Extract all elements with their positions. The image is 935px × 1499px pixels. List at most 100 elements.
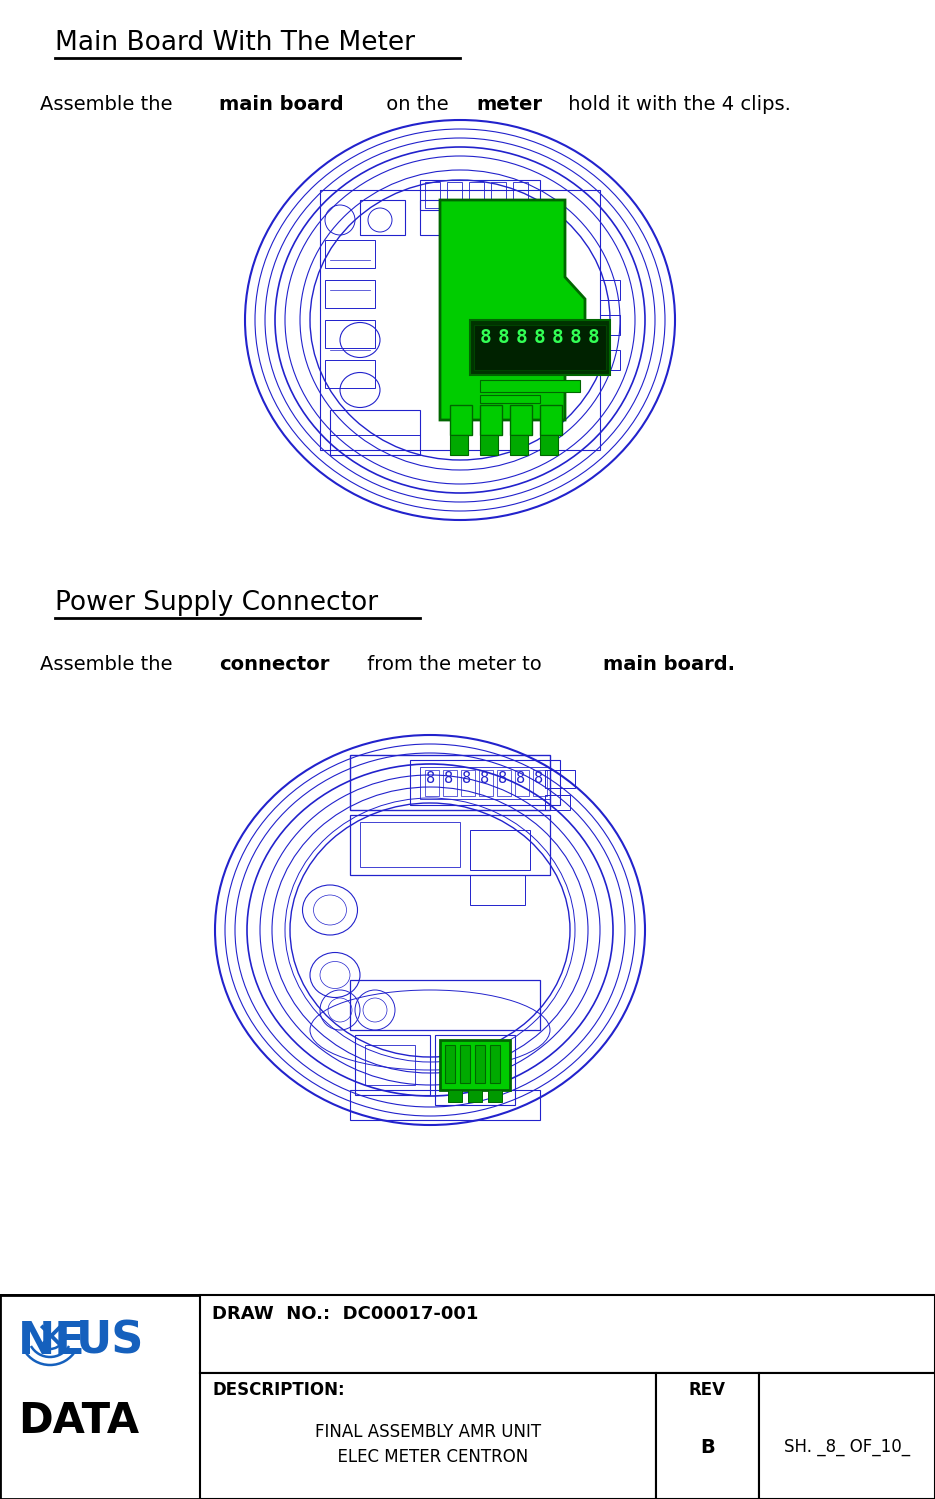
Bar	[0, 1295, 935, 1499]
Text: on the: on the	[380, 94, 454, 114]
Bar	[200, 1295, 935, 1373]
Text: REV: REV	[689, 1381, 726, 1399]
Bar	[460, 1045, 470, 1082]
Polygon shape	[440, 199, 585, 420]
Text: main board.: main board.	[603, 655, 735, 675]
Bar	[200, 1373, 655, 1499]
Text: 8: 8	[516, 328, 527, 346]
Bar	[420, 180, 540, 210]
Text: SH. _8_ OF_10_: SH. _8_ OF_10_	[784, 1438, 910, 1456]
Bar	[470, 830, 530, 869]
Text: 8: 8	[570, 328, 582, 346]
Bar	[480, 405, 502, 435]
Bar	[420, 767, 550, 799]
Bar	[425, 770, 439, 796]
Bar	[600, 315, 620, 334]
Text: from the meter to: from the meter to	[362, 655, 549, 675]
Text: 8: 8	[534, 770, 543, 785]
Bar	[545, 794, 570, 809]
Bar	[435, 1034, 515, 1105]
Bar	[480, 199, 525, 235]
Bar	[474, 325, 606, 370]
Bar	[480, 435, 498, 456]
Bar	[325, 240, 375, 268]
Bar	[320, 190, 600, 450]
Bar	[510, 435, 528, 456]
Bar	[513, 181, 528, 208]
Text: NE: NE	[18, 1321, 86, 1363]
Bar	[350, 980, 540, 1030]
Text: 8: 8	[426, 770, 435, 785]
Bar	[350, 755, 550, 809]
Bar	[479, 770, 493, 796]
Text: Main Board With The Meter: Main Board With The Meter	[55, 30, 415, 55]
Text: Power Supply Connector: Power Supply Connector	[55, 591, 378, 616]
Bar	[759, 1373, 935, 1499]
Bar	[540, 405, 562, 435]
Text: 8: 8	[480, 328, 492, 346]
Bar	[540, 435, 558, 456]
Bar	[600, 280, 620, 300]
Bar	[470, 875, 525, 905]
Bar	[325, 319, 375, 348]
Text: 8: 8	[552, 328, 564, 346]
Bar	[491, 181, 506, 208]
Text: 8: 8	[498, 328, 510, 346]
Bar	[410, 760, 560, 805]
Bar	[420, 199, 465, 235]
Text: connector: connector	[219, 655, 329, 675]
Bar	[325, 280, 375, 307]
Bar	[0, 1295, 200, 1499]
Bar	[330, 411, 420, 456]
Bar	[510, 405, 532, 435]
Bar	[425, 181, 440, 208]
Text: 8: 8	[462, 770, 471, 785]
Bar	[440, 1040, 510, 1090]
Text: Assemble the: Assemble the	[40, 655, 179, 675]
Bar	[533, 770, 547, 796]
Bar	[545, 770, 575, 788]
Bar	[350, 1090, 540, 1120]
Bar	[360, 199, 405, 235]
Text: DATA: DATA	[18, 1400, 139, 1442]
Bar	[470, 319, 610, 375]
Bar	[600, 349, 620, 370]
Bar	[461, 770, 475, 796]
Text: 8: 8	[516, 770, 525, 785]
Text: Assemble the: Assemble the	[40, 94, 179, 114]
Text: 8: 8	[534, 328, 546, 346]
Bar	[655, 1373, 759, 1499]
Bar	[448, 1090, 462, 1102]
Bar	[515, 770, 529, 796]
Bar	[350, 815, 550, 875]
Bar	[488, 1090, 502, 1102]
Bar	[490, 1045, 500, 1082]
Ellipse shape	[290, 803, 570, 1057]
Bar	[360, 821, 460, 866]
Text: US: US	[76, 1321, 144, 1363]
Bar	[445, 1045, 455, 1082]
Bar	[480, 396, 540, 403]
Bar	[447, 181, 462, 208]
Text: 8: 8	[498, 770, 507, 785]
Text: B: B	[700, 1438, 714, 1457]
Bar	[497, 770, 511, 796]
Bar	[365, 1045, 415, 1085]
Bar	[475, 1045, 485, 1082]
Text: 8: 8	[588, 328, 599, 346]
Text: 8: 8	[480, 770, 489, 785]
Bar	[443, 770, 457, 796]
Text: ELEC METER CENTRON: ELEC METER CENTRON	[327, 1448, 528, 1466]
Text: meter: meter	[477, 94, 542, 114]
Text: ✕: ✕	[34, 1321, 66, 1358]
Text: main board: main board	[219, 94, 344, 114]
Ellipse shape	[310, 180, 610, 460]
Bar	[330, 435, 420, 456]
Bar	[325, 360, 375, 388]
Bar	[450, 405, 472, 435]
Bar	[355, 1034, 430, 1094]
Text: 8: 8	[444, 770, 453, 785]
Text: DESCRIPTION:: DESCRIPTION:	[212, 1381, 345, 1399]
Bar	[468, 1090, 482, 1102]
Text: DRAW  NO.:  DC00017-001: DRAW NO.: DC00017-001	[212, 1306, 479, 1324]
